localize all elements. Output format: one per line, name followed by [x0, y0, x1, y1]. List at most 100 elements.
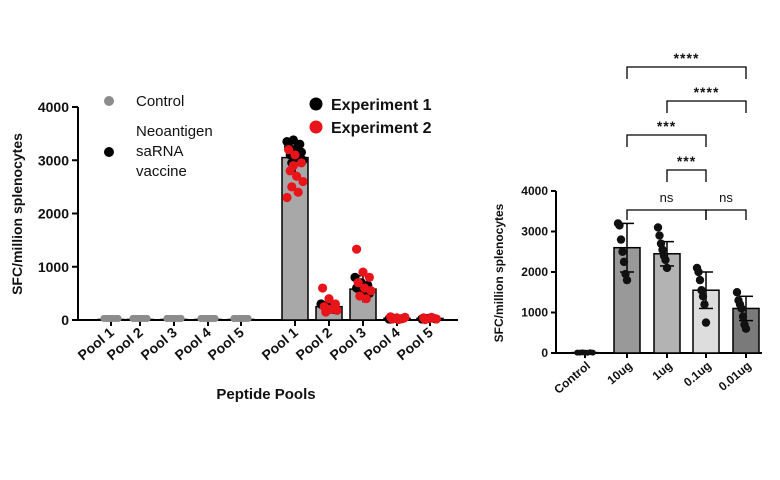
left-chart: SFC/million splenocytes Peptide Pools 0 1… [9, 93, 458, 403]
right-y-tick-label: 1000 [521, 306, 548, 320]
left-point-experiment2 [292, 171, 302, 181]
right-y-tick-label: 0 [541, 346, 548, 360]
left-point-experiment2 [332, 305, 342, 316]
legend-vaccine-marker [104, 147, 114, 157]
right-chart: SFC/million splenocytes 0 1000 2000 3000 400… [492, 50, 762, 397]
right-x-tick-label: 0.01ug [716, 359, 754, 394]
left-point-control [114, 314, 122, 323]
left-point-experiment2 [288, 160, 298, 171]
left-point-experiment2 [287, 182, 297, 192]
left-x-tick-label: Pool 4 [171, 324, 214, 363]
left-points [100, 135, 441, 325]
legend-experiment1-marker [309, 97, 323, 111]
significance-label: **** [674, 50, 700, 66]
right-point [738, 312, 748, 321]
left-y-axis-label: SFC/million splenocytes [9, 133, 25, 295]
legend-experiment2-label: Experiment 2 [331, 120, 432, 137]
left-point-experiment2 [324, 294, 334, 304]
significance-label: ns [719, 190, 733, 205]
right-x-tick-label: 0.1ug [681, 359, 714, 390]
significance-bracket [666, 169, 707, 182]
right-point [616, 235, 626, 244]
left-x-tick-label: Pool 5 [393, 324, 436, 363]
significance-label: *** [677, 153, 696, 169]
right-point [661, 255, 670, 265]
significance-bracket [626, 209, 707, 220]
right-x-tick-label: 1ug [650, 359, 675, 383]
significance-bracket [626, 134, 707, 147]
right-bars [571, 222, 760, 354]
legend-control-label: Control [136, 93, 184, 110]
left-point-experiment2 [298, 176, 308, 187]
right-point [695, 275, 705, 285]
significance-label: ns [660, 190, 674, 205]
left-point-experiment2 [427, 312, 437, 322]
left-point-experiment2 [352, 244, 362, 254]
right-point [589, 349, 596, 356]
left-point-experiment2 [361, 294, 371, 304]
left-point-experiment2 [290, 150, 300, 160]
left-point-control [143, 314, 151, 323]
left-y-tick-label: 0 [61, 312, 69, 328]
left-y-tick-label: 2000 [38, 206, 69, 222]
left-point-experiment2 [296, 158, 306, 168]
left-point-experiment2 [400, 312, 410, 322]
left-point-experiment2 [293, 187, 303, 197]
left-y-tick-label: 3000 [38, 152, 69, 168]
right-point [732, 288, 742, 297]
left-point-control [211, 314, 219, 323]
right-point [694, 267, 703, 277]
significance-bracket [666, 100, 747, 113]
left-x-tick-label: Pool 3 [137, 324, 180, 363]
left-y-tick-label: 4000 [38, 99, 69, 115]
right-point [655, 231, 664, 240]
right-point [700, 300, 709, 309]
legend-vaccine-label-line3: vaccine [136, 163, 187, 180]
left-x-tick-label: Pool 2 [292, 324, 335, 363]
left-point-experiment2 [321, 307, 331, 317]
significance-brackets: ns ns************** [626, 50, 747, 220]
left-point-experiment2 [284, 145, 294, 155]
left-point-experiment2 [282, 192, 292, 203]
significance-bracket [705, 209, 747, 220]
right-point [653, 223, 663, 232]
right-point [618, 247, 627, 256]
left-point-experiment2 [364, 272, 374, 282]
left-point-experiment2 [318, 283, 328, 293]
right-point [615, 221, 624, 230]
significance-bracket [626, 66, 747, 79]
right-point [698, 292, 708, 301]
right-point [622, 275, 632, 285]
legend-experiment1-label: Experiment 1 [331, 97, 432, 114]
left-x-tick-label: Pool 1 [258, 324, 301, 363]
left-point-control [177, 314, 185, 323]
left-y-tick-label: 1000 [38, 259, 69, 275]
left-x-axis-label: Peptide Pools [216, 386, 315, 403]
left-point-experiment2 [366, 286, 376, 296]
legend-vaccine-label-line2: saRNA [136, 143, 184, 160]
significance-label: **** [694, 84, 720, 100]
right-points [574, 219, 751, 356]
right-y-tick-label: 4000 [521, 184, 548, 198]
right-point [741, 324, 751, 333]
left-point-experiment1 [293, 140, 303, 150]
left-x-tick-label: Pool 4 [360, 324, 403, 363]
right-point [662, 263, 672, 273]
right-point [619, 257, 629, 267]
legend-vaccine-label-line1: Neoantigen [136, 123, 213, 140]
left-point-control [244, 314, 252, 323]
right-x-tick-label: Control [551, 359, 593, 397]
significance-label: *** [657, 118, 676, 134]
right-point [737, 304, 746, 313]
right-x-tick-label: 10ug [604, 359, 634, 388]
left-x-tick-label: Pool 3 [326, 324, 369, 363]
left-legend: Control Neoantigen saRNA vaccine Experim… [104, 93, 432, 180]
right-y-tick-label: 3000 [521, 225, 548, 239]
left-point-experiment2 [358, 267, 368, 277]
right-y-tick-label: 2000 [521, 265, 548, 279]
right-point [701, 318, 711, 327]
legend-experiment2-marker [309, 120, 323, 134]
left-point-experiment2 [353, 278, 363, 288]
